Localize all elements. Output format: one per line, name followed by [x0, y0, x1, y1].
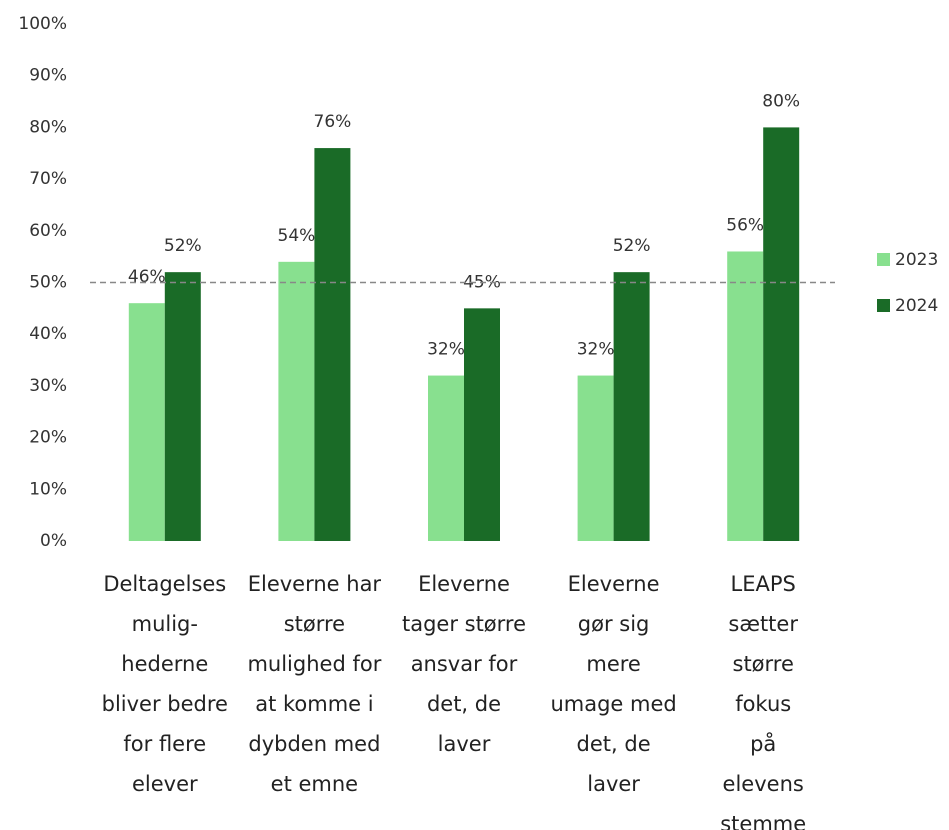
x-tick-label: Eleverne har større mulighed for at komme i…: [247, 572, 381, 796]
x-tick-label: Eleverne tager større ansvar for det, de lav…: [402, 572, 526, 756]
y-tick-label: 80%: [29, 117, 67, 137]
y-tick-label: 0%: [40, 531, 67, 551]
x-tick-label: Eleverne gør sig mere umage med det, de laver: [550, 572, 676, 796]
bar: [763, 127, 800, 542]
bar: [613, 272, 650, 541]
value-label: 52%: [164, 236, 202, 256]
bar: [727, 251, 764, 542]
value-label: 32%: [427, 340, 465, 360]
y-tick-label: 90%: [29, 66, 67, 86]
y-tick-label: 10%: [29, 479, 67, 499]
value-label: 76%: [314, 112, 352, 132]
legend-swatch: [877, 299, 890, 312]
bar: [314, 148, 351, 541]
bar: [164, 272, 201, 541]
bar: [464, 308, 500, 541]
legend-label: 2023: [895, 250, 938, 270]
bar: [278, 261, 315, 541]
y-tick-label: 50%: [29, 273, 67, 293]
legend-swatch: [877, 253, 890, 266]
y-tick-label: 40%: [29, 324, 67, 344]
value-label: 52%: [613, 236, 651, 256]
bar: [128, 303, 165, 541]
value-label: 56%: [726, 215, 764, 235]
value-label: 46%: [128, 267, 166, 287]
legend-label: 2024: [895, 296, 938, 316]
y-tick-label: 70%: [29, 169, 67, 189]
y-tick-label: 100%: [18, 14, 67, 34]
value-label: 32%: [577, 340, 615, 360]
bar: [577, 375, 614, 541]
bar: [428, 375, 464, 541]
x-tick-label: LEAPS sætter større fokus på elevens stemme: [720, 572, 806, 830]
y-tick-label: 60%: [29, 221, 67, 241]
x-tick-label: Deltagelses mulig-hederne bliver bedre for …: [102, 572, 228, 796]
y-tick-label: 30%: [29, 376, 67, 396]
value-label: 54%: [278, 226, 316, 246]
y-tick-label: 20%: [29, 428, 67, 448]
value-label: 80%: [762, 91, 800, 111]
